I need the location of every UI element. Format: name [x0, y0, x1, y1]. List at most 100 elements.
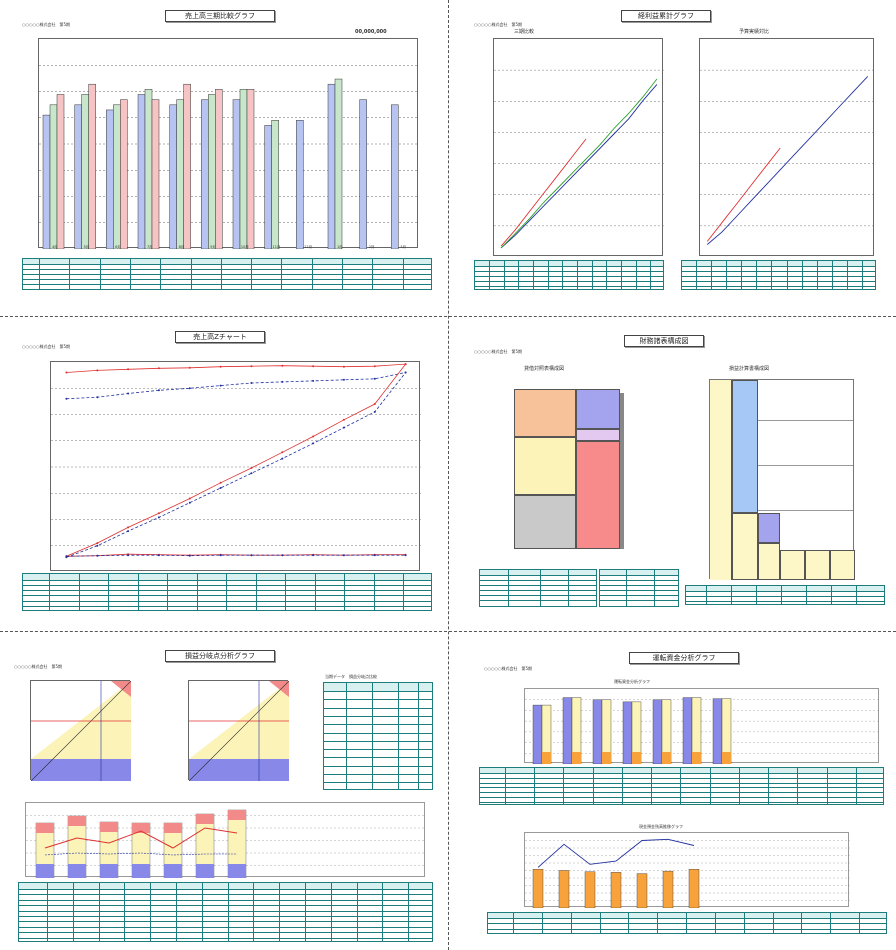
bar-b-bottom — [722, 752, 731, 764]
stacked-bar-top — [100, 822, 118, 832]
bar — [359, 99, 367, 250]
fixed-assets-block — [514, 437, 576, 495]
working-capital-svg — [525, 697, 880, 765]
bar — [169, 104, 177, 250]
z-point — [373, 365, 376, 368]
vertical-divider — [448, 0, 449, 950]
z-point — [96, 396, 99, 399]
z-point — [127, 368, 130, 371]
working-capital-chart — [524, 688, 880, 765]
bar — [176, 99, 184, 250]
bar — [239, 89, 248, 250]
z-point — [219, 384, 222, 387]
x-tick-label: 12月 — [304, 244, 312, 249]
z-point — [404, 371, 407, 374]
panel-title: 損益分岐点分析グラフ — [165, 650, 275, 662]
panel-sales-comparison: 売上高三期比較グラフ ○○○○○株式会社 第5期 00,000,000 4月 5月… — [0, 0, 448, 316]
z-point — [373, 377, 376, 380]
x-tick-label: 9月 — [210, 244, 216, 249]
cost-block — [732, 380, 758, 513]
stacked-bar-bottom — [132, 864, 150, 878]
bar-a — [592, 699, 603, 765]
balance-sheet-title: 貸借対照表構成図 — [524, 366, 565, 372]
x-tick-label: 7月 — [147, 244, 153, 249]
series-line — [500, 138, 587, 247]
breakeven-series-line — [44, 827, 238, 849]
profit-area — [111, 681, 131, 697]
z-point — [96, 369, 99, 372]
z-point — [250, 382, 253, 384]
current-liabilities-block — [576, 389, 620, 429]
bar — [201, 99, 209, 250]
z-point — [373, 554, 376, 557]
stacked-bar-bottom — [36, 864, 54, 878]
budget-line-chart — [700, 69, 875, 245]
left-line-chart — [493, 38, 664, 256]
cash-bar — [636, 873, 648, 909]
x-tick-label: 1月 — [337, 244, 343, 249]
monthly-breakeven-svg — [26, 809, 426, 879]
z-point — [219, 554, 222, 557]
breakeven-right-svg — [188, 680, 290, 782]
z-point — [281, 451, 284, 454]
stacked-bar-top — [36, 823, 54, 833]
bar — [327, 83, 336, 250]
sales-bar-chart: 4月 5月 6月 7月 8月 9月 10月 11月 12月 1月 2月 3月 — [39, 64, 419, 250]
variable-cost-area — [189, 681, 289, 759]
bar-b-bottom — [632, 752, 641, 764]
bar — [113, 104, 121, 250]
z-point — [281, 380, 284, 383]
z-point — [96, 554, 99, 557]
z-series-line — [66, 554, 406, 557]
z-point — [250, 472, 253, 475]
z-series-line — [66, 372, 406, 558]
z-point — [188, 387, 191, 390]
z-point — [127, 530, 130, 533]
z-series-line — [66, 372, 406, 400]
stacked-bar-top — [132, 823, 150, 833]
z-point — [157, 512, 160, 515]
bar — [183, 83, 191, 250]
sales-line — [188, 680, 290, 782]
z-point — [312, 554, 315, 557]
safety-series-line — [44, 852, 237, 856]
cash-bar — [532, 869, 544, 909]
cash-bar — [558, 870, 570, 909]
bar-a — [562, 697, 573, 765]
x-tick-label: 2月 — [369, 244, 375, 249]
z-data-table — [22, 573, 432, 611]
series-line — [706, 147, 781, 242]
ordinary-profit-block — [780, 550, 805, 580]
stacked-bar-bottom — [164, 864, 182, 878]
z-series-line — [66, 363, 406, 373]
variable-cost-area — [31, 681, 131, 759]
z-point — [188, 554, 191, 557]
bar — [296, 120, 304, 250]
stacked-bar-bottom — [100, 864, 118, 878]
z-point — [342, 418, 345, 421]
right-data-table — [681, 260, 876, 290]
z-point — [188, 497, 191, 500]
company-label: ○○○○○株式会社 第5期 — [474, 349, 522, 354]
stacked-bar-top — [164, 823, 182, 833]
x-tick-label: 8月 — [179, 244, 185, 249]
bar-b-bottom — [662, 752, 671, 764]
fixed-liabilities-block — [576, 429, 620, 441]
z-point — [157, 367, 160, 370]
breakeven-monthly-table — [18, 882, 433, 942]
operating-profit-block — [758, 543, 780, 580]
bar — [215, 89, 223, 250]
z-point — [312, 379, 315, 382]
breakeven-left-svg — [30, 680, 132, 782]
bar — [81, 94, 89, 250]
z-point — [127, 392, 130, 395]
breakeven-comparison-table — [323, 682, 433, 790]
bar — [74, 104, 82, 250]
z-point — [127, 554, 130, 557]
z-point — [342, 426, 345, 429]
bar — [137, 94, 146, 250]
z-point — [250, 365, 253, 368]
z-point — [219, 481, 222, 484]
bar — [271, 120, 279, 250]
bar-b-bottom — [602, 752, 611, 764]
